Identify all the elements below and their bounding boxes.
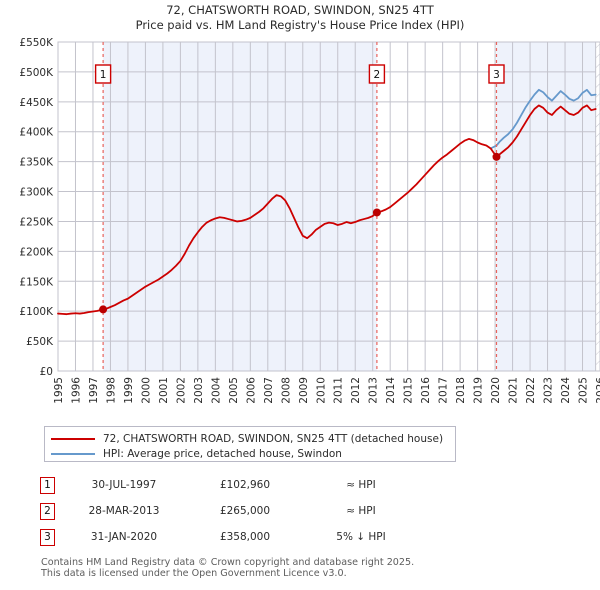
txn-date-1: 30-JUL-1997 — [91, 479, 157, 491]
svg-text:£100K: £100K — [19, 306, 54, 318]
txn-hpi-3: 5% ↓ HPI — [336, 531, 386, 543]
txn-date-2: 28-MAR-2013 — [88, 505, 160, 517]
page-title: 72, CHATSWORTH ROAD, SWINDON, SN25 4TT — [166, 3, 434, 17]
svg-text:2000: 2000 — [140, 377, 152, 404]
no-data-region — [595, 41, 600, 372]
attribution-line-2: This data is licensed under the Open Gov… — [41, 568, 347, 579]
svg-text:2024: 2024 — [560, 377, 572, 404]
svg-text:1997: 1997 — [88, 377, 100, 404]
svg-text:2013: 2013 — [368, 377, 380, 404]
svg-text:2020: 2020 — [490, 377, 502, 404]
x-axis-ticks: 1995 1996 1997 1998 1999 2000 2001 2002 2003 2004… — [53, 377, 600, 404]
svg-text:2007: 2007 — [263, 377, 275, 404]
svg-text:2017: 2017 — [438, 377, 450, 404]
grid-lines — [57, 41, 600, 372]
svg-text:2018: 2018 — [455, 377, 467, 404]
svg-text:£400K: £400K — [19, 127, 54, 139]
svg-text:2012: 2012 — [350, 377, 362, 404]
svg-text:2005: 2005 — [228, 377, 240, 404]
svg-text:1996: 1996 — [70, 377, 82, 404]
txn-price-2: £265,000 — [219, 505, 271, 517]
legend-label-hpi: HPI: Average price, detached house, Swin… — [103, 448, 342, 460]
transactions-table: 1 30-JUL-1997 £102,960 ≈ HPI 2 28-MAR-20… — [40, 472, 460, 550]
svg-text:2016: 2016 — [420, 377, 432, 404]
svg-text:£150K: £150K — [19, 276, 54, 288]
y-axis-ticks: £0 £50K £100K £150K £200K £250K £300K £350K £400… — [19, 37, 54, 378]
chart-title-block: 72, CHATSWORTH ROAD, SWINDON, SN25 4TT P… — [0, 3, 600, 33]
svg-text:2023: 2023 — [543, 377, 555, 404]
txn-badge-1: 1 — [40, 476, 55, 494]
svg-text:£50K: £50K — [26, 336, 54, 348]
plot-area: £0 £50K £100K £150K £200K £250K £300K £350K £400… — [19, 37, 600, 404]
svg-text:1995: 1995 — [53, 377, 65, 404]
shaded-ownership-spans — [103, 42, 600, 371]
svg-text:2004: 2004 — [210, 377, 222, 404]
svg-text:1999: 1999 — [123, 377, 135, 404]
svg-text:2022: 2022 — [525, 377, 537, 404]
table-row: 3 31-JAN-2020 £358,000 5% ↓ HPI — [40, 524, 460, 550]
txn-badge-3: 3 — [40, 528, 55, 546]
svg-text:2001: 2001 — [158, 377, 170, 404]
legend-item-price-paid: 72, CHATSWORTH ROAD, SWINDON, SN25 4TT (… — [51, 432, 449, 446]
svg-text:£550K: £550K — [19, 37, 54, 49]
svg-text:£350K: £350K — [19, 157, 54, 169]
svg-text:2009: 2009 — [298, 377, 310, 404]
page-subtitle: Price paid vs. HM Land Registry's House … — [135, 18, 465, 32]
legend-item-hpi: HPI: Average price, detached house, Swin… — [51, 447, 449, 461]
txn-price-1: £102,960 — [219, 479, 271, 491]
svg-text:£300K: £300K — [19, 187, 54, 199]
legend-label-price-paid: 72, CHATSWORTH ROAD, SWINDON, SN25 4TT (… — [103, 433, 444, 445]
svg-text:2014: 2014 — [385, 377, 397, 404]
svg-text:2019: 2019 — [473, 377, 485, 404]
svg-text:2: 2 — [374, 69, 381, 81]
svg-text:3: 3 — [493, 69, 500, 81]
txn-badge-2: 2 — [40, 502, 55, 520]
svg-text:2008: 2008 — [280, 377, 292, 404]
attribution-line-1: Contains HM Land Registry data © Crown c… — [41, 557, 415, 568]
legend-swatch-price-paid — [51, 438, 95, 440]
svg-text:£500K: £500K — [19, 67, 54, 79]
table-row: 1 30-JUL-1997 £102,960 ≈ HPI — [40, 472, 460, 498]
legend-swatch-hpi — [51, 453, 95, 455]
svg-text:2011: 2011 — [333, 377, 345, 404]
txn-date-3: 31-JAN-2020 — [90, 531, 158, 543]
table-row: 2 28-MAR-2013 £265,000 ≈ HPI — [40, 498, 460, 524]
svg-text:2026: 2026 — [595, 377, 600, 404]
transaction-badges: 1 2 3 — [94, 64, 505, 84]
svg-text:2025: 2025 — [578, 377, 590, 404]
svg-text:£250K: £250K — [19, 216, 54, 228]
txn-hpi-1: ≈ HPI — [346, 479, 376, 491]
txn-price-3: £358,000 — [219, 531, 271, 543]
svg-text:2003: 2003 — [193, 377, 205, 404]
svg-text:2002: 2002 — [175, 377, 187, 404]
svg-text:1998: 1998 — [105, 377, 117, 404]
svg-text:1: 1 — [100, 69, 107, 81]
svg-text:2015: 2015 — [403, 377, 415, 404]
attribution-footer: Contains HM Land Registry data © Crown c… — [41, 557, 561, 579]
svg-text:2021: 2021 — [508, 377, 520, 404]
svg-text:£200K: £200K — [19, 246, 54, 258]
svg-text:2006: 2006 — [245, 377, 257, 404]
svg-text:£0: £0 — [40, 366, 53, 378]
transaction-points — [99, 152, 501, 314]
legend: 72, CHATSWORTH ROAD, SWINDON, SN25 4TT (… — [44, 426, 456, 462]
transaction-marker-lines — [102, 42, 498, 371]
txn-hpi-2: ≈ HPI — [346, 505, 376, 517]
series-lines — [57, 88, 597, 316]
svg-text:£450K: £450K — [19, 97, 54, 109]
svg-text:2010: 2010 — [315, 377, 327, 404]
